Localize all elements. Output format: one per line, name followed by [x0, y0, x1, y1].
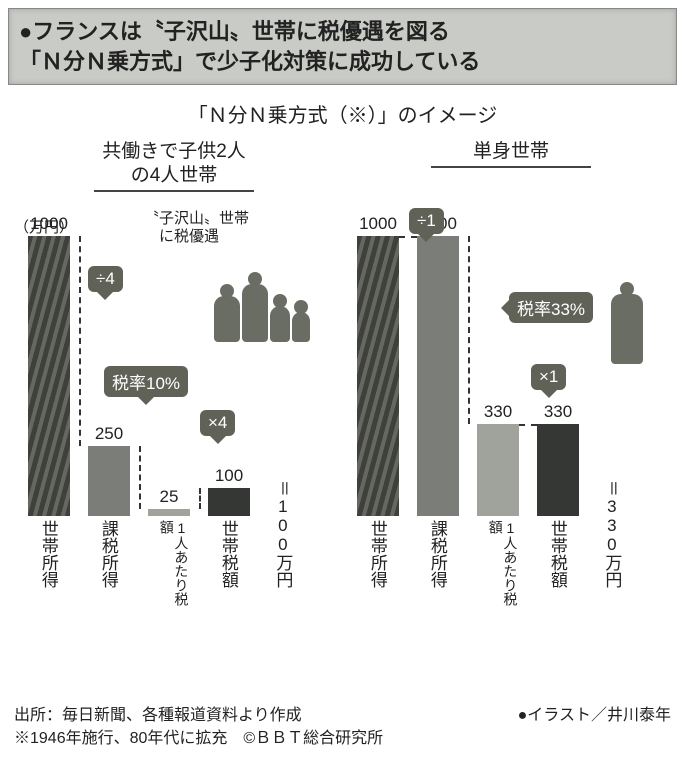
header-line-2: 「Ｎ分Ｎ乗方式」で少子化対策に成功している — [19, 47, 666, 77]
category-label: 1人あたり税額 — [488, 518, 517, 618]
category-label: 1人あたり税額 — [159, 518, 188, 618]
connector-line — [79, 236, 81, 446]
bar: 1000 — [357, 236, 399, 516]
bar-fill — [88, 446, 130, 516]
footer-credit: ●イラスト／井川泰年 — [518, 705, 671, 727]
category-label: 世帯所得 — [368, 518, 386, 588]
connector-line — [399, 236, 417, 238]
bar-value-label: 25 — [160, 487, 179, 507]
subtitle: 「Ｎ分Ｎ乗方式（※）」のイメージ — [0, 99, 685, 128]
bar-value-label: 250 — [95, 424, 123, 444]
speech-bubble: ÷4 — [88, 266, 123, 292]
header-line-1: ●フランスは〝子沢山〟世帯に税優遇を図る — [19, 17, 666, 47]
bar-fill — [477, 424, 519, 516]
bar-fill — [537, 424, 579, 516]
category-label: 世帯所得 — [39, 518, 57, 588]
category-labels: 世帯所得 課税所得 1人あたり税額 世帯税額 — [351, 518, 671, 618]
footer: 出所：毎日新聞、各種報道資料より作成 ●イラスト／井川泰年 ※1946年施行、8… — [14, 705, 671, 750]
bar-value-label: 330 — [484, 402, 512, 422]
connector-line — [519, 424, 537, 426]
category-label: 世帯税額 — [548, 518, 566, 588]
speech-bubble: 税率10% — [104, 366, 188, 397]
bar: 1000 — [417, 236, 459, 516]
category-label: 課税所得 — [99, 518, 117, 588]
result-text: ＝330万円 — [601, 480, 621, 588]
bar-fill — [357, 236, 399, 516]
panel-title: 単身世帯 — [431, 140, 591, 168]
speech-bubble: ×4 — [200, 410, 235, 436]
bar: 25 — [148, 509, 190, 516]
speech-bubble: 税率33% — [509, 292, 593, 323]
charts-container: 共働きで子供2人 の4人世帯（万円）〝子沢山〟世帯 に税優遇1000250251… — [0, 138, 685, 618]
speech-bubble: ÷1 — [409, 208, 444, 234]
result-text: ＝100万円 — [272, 480, 292, 588]
bar: 250 — [88, 446, 130, 516]
bar-value-label: 1000 — [359, 214, 397, 234]
bar: 330 — [537, 424, 579, 516]
person-illustration — [611, 294, 643, 364]
footer-source: 出所：毎日新聞、各種報道資料より作成 — [14, 705, 302, 727]
bar-value-label: 100 — [215, 466, 243, 486]
bar-fill — [28, 236, 70, 516]
panel-family: 共働きで子供2人 の4人世帯（万円）〝子沢山〟世帯 に税優遇1000250251… — [14, 138, 334, 618]
bar: 330 — [477, 424, 519, 516]
family-illustration — [214, 284, 310, 342]
bar-fill — [208, 488, 250, 516]
bar-fill — [417, 236, 459, 516]
bar-value-label: 1000 — [30, 214, 68, 234]
footer-note: ※1946年施行、80年代に拡充 ©ＢＢＴ総合研究所 — [14, 728, 671, 750]
panel-single: 単身世帯10001000330330÷1税率33%×1世帯所得課税所得1人あたり… — [351, 138, 671, 618]
speech-bubble: ×1 — [531, 364, 566, 390]
header-box: ●フランスは〝子沢山〟世帯に税優遇を図る 「Ｎ分Ｎ乗方式」で少子化対策に成功して… — [8, 8, 677, 85]
chart-area: 1000 250 25 100 ÷4 税率10% ×4 — [14, 236, 334, 516]
connector-line — [139, 446, 141, 509]
bar: 1000 — [28, 236, 70, 516]
bar: 100 — [208, 488, 250, 516]
bar-fill — [148, 509, 190, 516]
category-label: 課税所得 — [428, 518, 446, 588]
connector-line — [199, 488, 201, 509]
chart-area: 10001000330330÷1税率33%×1 — [351, 236, 671, 516]
panel-title: 共働きで子供2人 の4人世帯 — [94, 140, 254, 192]
connector-line — [468, 236, 470, 424]
category-label: 世帯税額 — [219, 518, 237, 588]
